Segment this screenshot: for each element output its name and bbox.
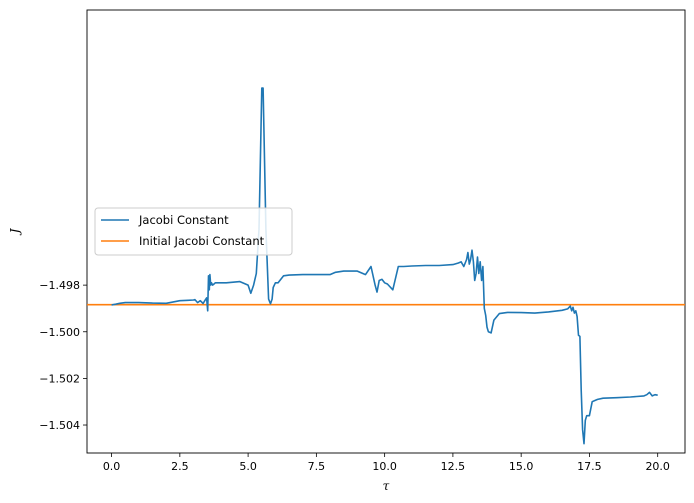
y-tick-label: −1.500 — [39, 326, 80, 339]
plot-frame — [86, 9, 686, 454]
y-axis-label: J — [8, 227, 22, 236]
series-line-jacobi-constant — [111, 87, 658, 445]
legend-label-initial-jacobi-constant: Initial Jacobi Constant — [139, 234, 265, 248]
x-tick-label: 12.5 — [441, 460, 466, 473]
x-axis-label: τ — [383, 479, 390, 493]
y-tick-label: −1.498 — [39, 279, 80, 292]
x-tick-label: 2.5 — [171, 460, 189, 473]
y-tick-label: −1.502 — [39, 372, 80, 385]
legend-label-jacobi-constant: Jacobi Constant — [138, 213, 229, 227]
x-tick-label: 0.0 — [103, 460, 121, 473]
legend: Jacobi Constant Initial Jacobi Constant — [94, 207, 293, 256]
x-axis-ticks: 0.0 2.5 5.0 7.5 10.0 12.5 15.0 17.5 20.0 — [103, 453, 670, 473]
x-tick-label: 20.0 — [645, 460, 670, 473]
x-tick-label: 7.5 — [308, 460, 326, 473]
x-tick-label: 17.5 — [577, 460, 602, 473]
y-axis-ticks: −1.498 −1.500 −1.502 −1.504 — [39, 279, 87, 432]
y-tick-label: −1.504 — [39, 419, 80, 432]
x-tick-label: 15.0 — [509, 460, 534, 473]
x-tick-label: 5.0 — [239, 460, 257, 473]
x-tick-label: 10.0 — [372, 460, 397, 473]
legend-box — [94, 207, 293, 256]
series-layer — [87, 87, 685, 445]
